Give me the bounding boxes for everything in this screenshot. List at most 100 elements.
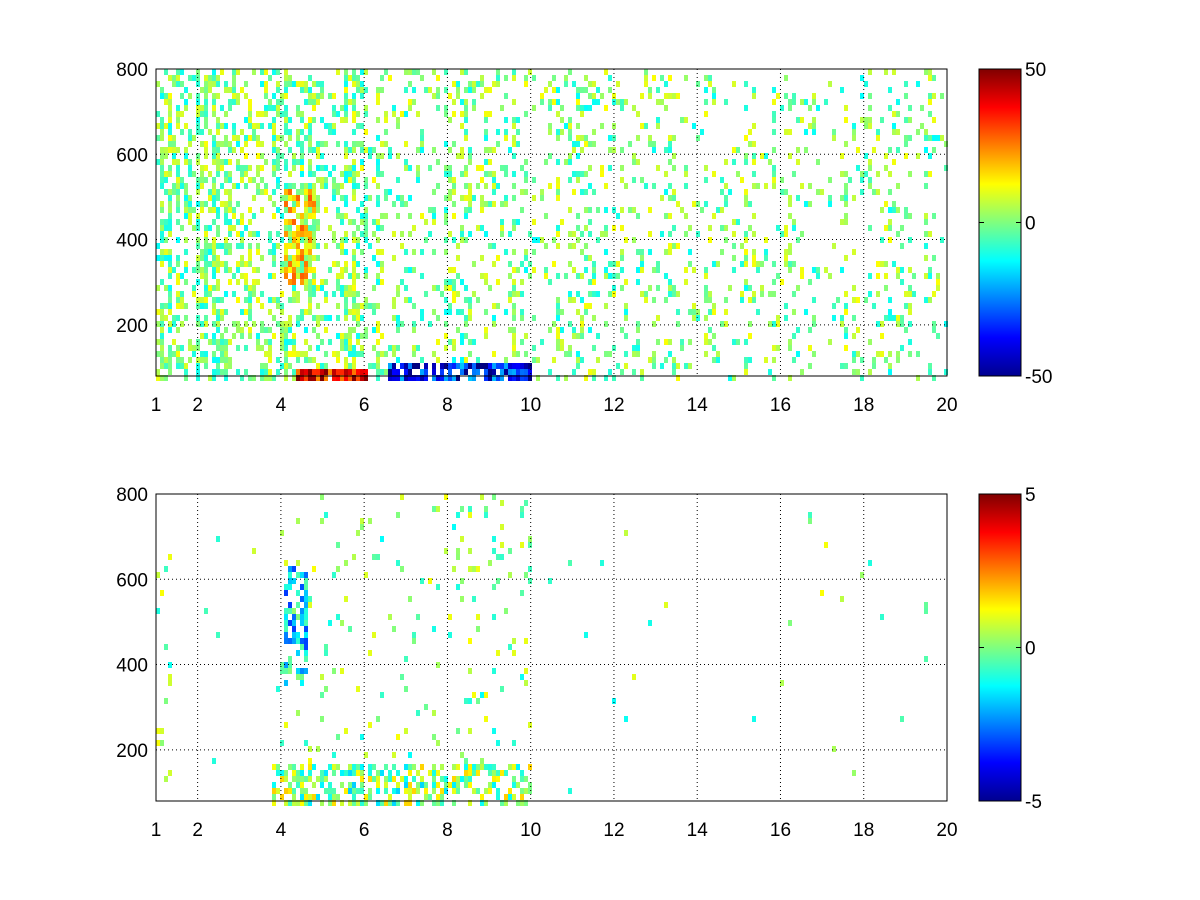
heatmap-cell bbox=[168, 267, 172, 273]
heatmap-cell bbox=[336, 141, 340, 147]
heatmap-cell bbox=[496, 740, 500, 746]
heatmap-cell bbox=[476, 698, 480, 704]
heatmap-cell bbox=[304, 183, 308, 189]
heatmap-cell bbox=[300, 668, 304, 674]
heatmap-cell bbox=[308, 596, 312, 602]
heatmap-cell bbox=[892, 201, 896, 207]
heatmap-cell bbox=[400, 195, 404, 201]
heatmap-cell bbox=[864, 153, 868, 159]
heatmap-cell bbox=[432, 249, 436, 255]
heatmap-cell bbox=[844, 255, 848, 261]
heatmap-cell bbox=[508, 794, 512, 800]
heatmap-cell bbox=[356, 530, 360, 536]
heatmap-cell bbox=[684, 363, 688, 369]
heatmap-cell bbox=[204, 321, 208, 327]
heatmap-cell bbox=[308, 183, 312, 189]
heatmap-cell bbox=[824, 99, 828, 105]
heatmap-cell bbox=[524, 369, 528, 375]
heatmap-cell bbox=[384, 788, 388, 794]
heatmap-cell bbox=[348, 770, 352, 776]
heatmap-cell bbox=[348, 782, 352, 788]
y-tick-label: 800 bbox=[116, 60, 148, 81]
heatmap-cell bbox=[568, 177, 572, 183]
heatmap-cell bbox=[308, 285, 312, 291]
heatmap-cell bbox=[620, 147, 624, 153]
heatmap-cell bbox=[564, 159, 568, 165]
heatmap-cell bbox=[516, 782, 520, 788]
heatmap-cell bbox=[508, 369, 512, 375]
heatmap-cell bbox=[408, 782, 412, 788]
heatmap-cell bbox=[416, 69, 420, 75]
heatmap-cell bbox=[184, 375, 188, 381]
heatmap-cell bbox=[684, 171, 688, 177]
heatmap-cell bbox=[772, 261, 776, 267]
heatmap-cell bbox=[404, 111, 408, 117]
heatmap-cell bbox=[348, 273, 352, 279]
heatmap-cell bbox=[308, 261, 312, 267]
heatmap-cell bbox=[464, 171, 468, 177]
heatmap-cell bbox=[752, 183, 756, 189]
heatmap-cell bbox=[376, 351, 380, 357]
heatmap-cell bbox=[420, 213, 424, 219]
heatmap-cell bbox=[300, 770, 304, 776]
heatmap-cell bbox=[592, 315, 596, 321]
heatmap-cell bbox=[224, 327, 228, 333]
heatmap-cell bbox=[248, 327, 252, 333]
heatmap-cell bbox=[644, 291, 648, 297]
heatmap-cell bbox=[296, 237, 300, 243]
heatmap-cell bbox=[360, 219, 364, 225]
heatmap-cell bbox=[292, 369, 296, 375]
heatmap-cell bbox=[364, 303, 368, 309]
heatmap-cell bbox=[596, 87, 600, 93]
heatmap-cell bbox=[668, 231, 672, 237]
heatmap-cell bbox=[184, 267, 188, 273]
heatmap-cell bbox=[280, 261, 284, 267]
heatmap-cell bbox=[556, 129, 560, 135]
heatmap-cell bbox=[448, 303, 452, 309]
heatmap-cell bbox=[320, 141, 324, 147]
heatmap-cell bbox=[224, 159, 228, 165]
heatmap-cell bbox=[212, 93, 216, 99]
heatmap-cell bbox=[528, 566, 532, 572]
heatmap-cell bbox=[564, 351, 568, 357]
heatmap-cell bbox=[192, 267, 196, 273]
heatmap-cell bbox=[312, 147, 316, 153]
heatmap-cell bbox=[412, 764, 416, 770]
heatmap-cell bbox=[344, 788, 348, 794]
heatmap-cell bbox=[288, 225, 292, 231]
heatmap-cell bbox=[752, 255, 756, 261]
heatmap-cell bbox=[472, 87, 476, 93]
heatmap-cell bbox=[304, 243, 308, 249]
heatmap-cell bbox=[792, 291, 796, 297]
heatmap-cell bbox=[372, 219, 376, 225]
heatmap-cell bbox=[212, 111, 216, 117]
heatmap-cell bbox=[492, 363, 496, 369]
heatmap-cell bbox=[520, 369, 524, 375]
heatmap-cell bbox=[216, 213, 220, 219]
heatmap-cell bbox=[772, 183, 776, 189]
heatmap-cell bbox=[296, 201, 300, 207]
heatmap-cell bbox=[216, 129, 220, 135]
heatmap-cell bbox=[284, 608, 288, 614]
heatmap-cell bbox=[696, 81, 700, 87]
heatmap-cell bbox=[352, 117, 356, 123]
heatmap-cell bbox=[652, 321, 656, 327]
heatmap-cell bbox=[200, 129, 204, 135]
heatmap-cell bbox=[336, 111, 340, 117]
heatmap-cell bbox=[184, 87, 188, 93]
heatmap-cell bbox=[392, 351, 396, 357]
heatmap-cell bbox=[456, 554, 460, 560]
heatmap-cell bbox=[332, 183, 336, 189]
heatmap-cell bbox=[204, 255, 208, 261]
heatmap-cell bbox=[660, 231, 664, 237]
heatmap-cell bbox=[240, 219, 244, 225]
heatmap-cell bbox=[296, 249, 300, 255]
heatmap-cell bbox=[352, 69, 356, 75]
heatmap-cell bbox=[428, 207, 432, 213]
heatmap-cell bbox=[200, 165, 204, 171]
heatmap-cell bbox=[876, 171, 880, 177]
heatmap-cell bbox=[488, 201, 492, 207]
heatmap-cell bbox=[788, 153, 792, 159]
heatmap-cell bbox=[160, 123, 164, 129]
heatmap-cell bbox=[352, 267, 356, 273]
